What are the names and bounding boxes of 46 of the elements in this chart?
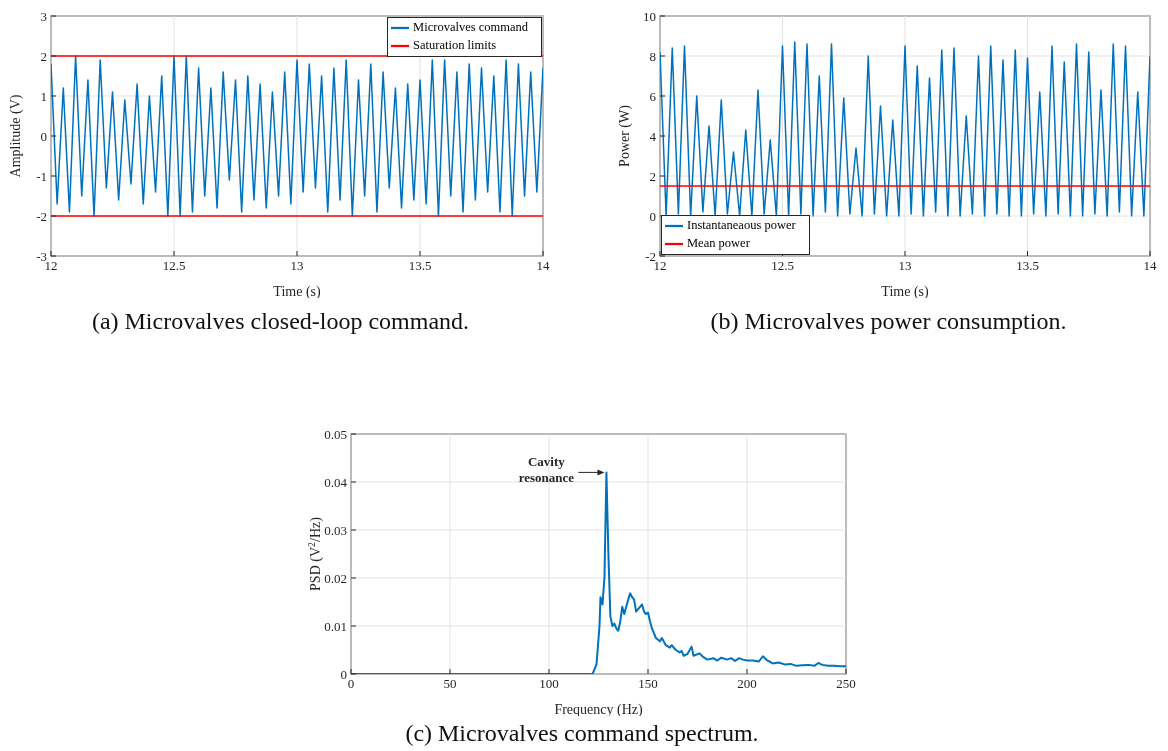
legend-label: Instantaneaous power <box>687 217 796 232</box>
legend-label: Mean power <box>687 235 750 250</box>
y-tick-label: 0.02 <box>324 570 347 586</box>
x-tick-label: 14 <box>1143 258 1157 274</box>
y-tick-label: 0.01 <box>324 618 347 634</box>
legend-label: Saturation limits <box>413 38 497 53</box>
y-tick-label: 1 <box>40 88 47 104</box>
y-tick-label: 8 <box>649 48 656 64</box>
y-tick-label: -1 <box>36 168 47 184</box>
x-tick-label: 150 <box>638 676 658 692</box>
y-tick-label: -3 <box>36 248 47 264</box>
text: (b) Microvalves power consumption. <box>709 308 1068 335</box>
line-series <box>51 55 543 217</box>
x-tick-label: 12.5 <box>162 258 186 274</box>
text: (a) Microvalves closed-loop command. <box>90 308 471 335</box>
x-tick-label: 100 <box>539 676 559 692</box>
x-tick-label: 12 <box>653 258 667 274</box>
y-tick-label: 0.04 <box>324 474 348 490</box>
y-tick-label: 6 <box>649 88 657 104</box>
y-tick-label: 3 <box>40 8 47 24</box>
y-tick-label: 0.05 <box>324 426 347 442</box>
x-tick-label: 200 <box>737 676 757 692</box>
y-tick-label: 10 <box>643 8 656 24</box>
y-axis-title: Amplitude (V) <box>8 94 24 178</box>
annotation: Cavity resonance <box>518 454 575 486</box>
text: (c) Microvalves command spectrum. <box>404 720 760 747</box>
x-tick-label: 13.5 <box>1016 258 1039 274</box>
x-tick-label: 12.5 <box>771 258 794 274</box>
y-tick-label: 0 <box>340 666 347 682</box>
x-tick-label: 14 <box>536 258 550 274</box>
y-tick-label: -2 <box>645 248 656 264</box>
y-tick-label: 0 <box>649 208 656 224</box>
line-series <box>660 41 1150 217</box>
y-tick-label: 0 <box>40 128 47 144</box>
x-tick-label: 250 <box>836 676 856 692</box>
x-tick-label: 13.5 <box>408 258 432 274</box>
x-tick-label: 50 <box>443 676 457 692</box>
y-tick-label: 2 <box>649 168 656 184</box>
y-axis-title: Power (W) <box>617 104 633 167</box>
y-tick-label: 2 <box>40 48 47 64</box>
y-tick-label: 4 <box>649 128 657 144</box>
legend-label: Microvalves command <box>413 20 528 34</box>
x-tick-label: 13 <box>290 258 304 274</box>
y-tick-label: 0.03 <box>324 522 347 538</box>
y-tick-label: -2 <box>36 208 47 224</box>
x-tick-label: 13 <box>898 258 912 274</box>
